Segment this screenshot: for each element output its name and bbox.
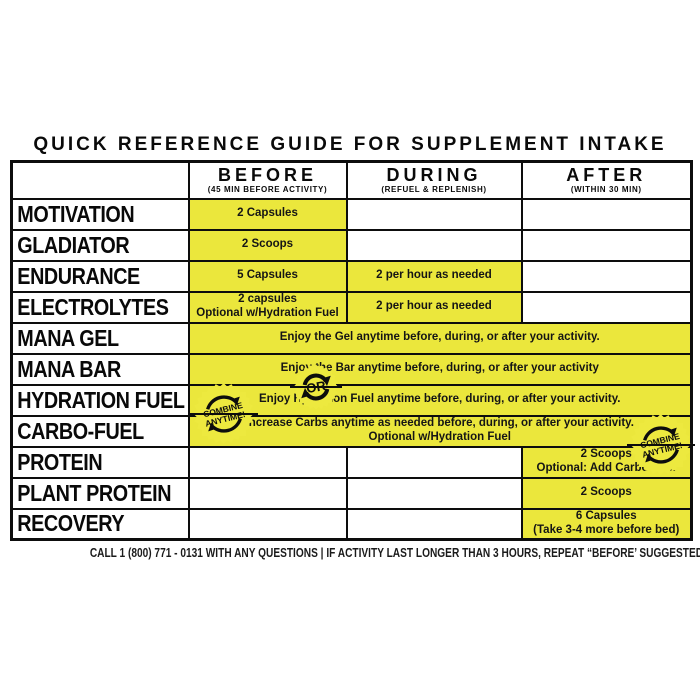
cell-text: (Take 3-4 more before bed) — [533, 523, 680, 536]
cell-text: 2 Scoops — [241, 238, 294, 251]
combine-anytime-badge-right: COMBINE ANYTIME! — [627, 414, 695, 476]
cell-after: 2 Scoops — [520, 476, 693, 510]
col-header-before: BEFORE (45 MIN BEFORE ACTIVITY) — [187, 160, 348, 200]
row-label-text: HYDRATION FUEL — [17, 386, 185, 413]
or-badge: OR — [290, 364, 342, 410]
row-plant-protein: PLANT PROTEIN 2 Scoops — [10, 476, 693, 510]
row-label-text: MANA GEL — [17, 324, 119, 351]
cell-during — [345, 507, 523, 541]
row-label-text: ENDURANCE — [17, 262, 140, 289]
row-label: ELECTROLYTES — [10, 290, 190, 324]
row-label-text: MANA BAR — [17, 355, 121, 382]
corner-cell — [10, 160, 190, 200]
row-electrolytes: ELECTROLYTES 2 capsules Optional w/Hydra… — [10, 290, 693, 324]
col-sub-before: (45 MIN BEFORE ACTIVITY) — [207, 185, 328, 195]
footer-note-text: CALL 1 (800) 771 - 0131 WITH ANY QUESTIO… — [89, 545, 700, 560]
cell-before: 2 Capsules — [187, 197, 348, 231]
cell-during — [345, 228, 523, 262]
cell-during — [345, 445, 523, 479]
row-label-text: PROTEIN — [17, 448, 103, 475]
row-label: ENDURANCE — [10, 259, 190, 293]
cell-before — [187, 476, 348, 510]
row-gladiator: GLADIATOR 2 Scoops — [10, 228, 693, 262]
supplement-table-wrap: BEFORE (45 MIN BEFORE ACTIVITY) DURING (… — [10, 160, 695, 541]
cell-after — [520, 228, 693, 262]
footer-note: CALL 1 (800) 771 - 0131 WITH ANY QUESTIO… — [0, 544, 700, 562]
row-label: PLANT PROTEIN — [10, 476, 190, 510]
cell-text: 2 capsules — [238, 293, 297, 306]
col-label-during: DURING — [386, 165, 482, 186]
row-label-text: GLADIATOR — [17, 231, 130, 258]
row-hydration-fuel: HYDRATION FUEL Enjoy Hydration Fuel anyt… — [10, 383, 693, 417]
or-badge-label: OR — [305, 378, 327, 396]
circular-arrows-icon: COMBINE ANYTIME! — [639, 426, 684, 464]
cell-during: 2 per hour as needed — [345, 259, 523, 293]
row-label: MANA BAR — [10, 352, 190, 386]
cell-text: Optional w/Hydration Fuel — [368, 431, 511, 443]
combine-anytime-badge-left: COMBINE ANYTIME! — [190, 383, 258, 445]
cell-text: 5 Capsules — [237, 269, 298, 282]
row-label-text: MOTIVATION — [17, 200, 135, 227]
row-label: MOTIVATION — [10, 197, 190, 231]
col-sub-after: (WITHIN 30 MIN) — [570, 185, 642, 195]
row-motivation: MOTIVATION 2 Capsules — [10, 197, 693, 231]
cell-before — [187, 445, 348, 479]
col-header-during: DURING (REFUEL & REPLENISH) — [345, 160, 523, 200]
row-label: MANA GEL — [10, 321, 190, 355]
cell-after — [520, 290, 693, 324]
row-label: CARBO-FUEL — [10, 414, 190, 448]
row-label-text: RECOVERY — [17, 510, 125, 537]
cell-text: Enjoy the Bar anytime before, during, or… — [280, 362, 599, 375]
cell-anytime: Enjoy the Bar anytime before, during, or… — [187, 352, 693, 386]
row-protein: PROTEIN 2 Scoops Optional: Add Carbo-Fue… — [10, 445, 693, 479]
row-recovery: RECOVERY 6 Capsules (Take 3-4 more befor… — [10, 507, 693, 541]
row-label-text: PLANT PROTEIN — [17, 479, 172, 506]
cell-before: 5 Capsules — [187, 259, 348, 293]
page-title: QUICK REFERENCE GUIDE FOR SUPPLEMENT INT… — [33, 134, 667, 155]
cell-anytime: Enjoy Hydration Fuel anytime before, dur… — [187, 383, 693, 417]
row-carbo-fuel: CARBO-FUEL Increase Carbs anytime as nee… — [10, 414, 693, 448]
cell-after: 6 Capsules (Take 3-4 more before bed) — [520, 507, 693, 541]
cell-text: 2 Scoops — [580, 486, 632, 499]
cell-during — [345, 476, 523, 510]
row-label-text: CARBO-FUEL — [17, 417, 144, 444]
row-mana-bar: MANA BAR Enjoy the Bar anytime before, d… — [10, 352, 693, 386]
cell-text: 2 Capsules — [237, 207, 298, 220]
col-label-before: BEFORE — [217, 165, 317, 186]
cell-before — [187, 507, 348, 541]
col-label-after: AFTER — [566, 165, 647, 186]
cell-text: 2 per hour as needed — [376, 269, 492, 282]
circular-arrows-icon: COMBINE ANYTIME! — [202, 395, 247, 433]
cell-anytime: Increase Carbs anytime as needed before,… — [187, 414, 693, 448]
col-sub-during: (REFUEL & REPLENISH) — [381, 185, 487, 195]
row-endurance: ENDURANCE 5 Capsules 2 per hour as neede… — [10, 259, 693, 293]
cell-text: Optional w/Hydration Fuel — [196, 307, 339, 319]
row-label: RECOVERY — [10, 507, 190, 541]
cell-after — [520, 197, 693, 231]
row-mana-gel: MANA GEL Enjoy the Gel anytime before, d… — [10, 321, 693, 355]
cell-text: Increase Carbs anytime as needed before,… — [245, 417, 634, 430]
cell-text: 6 Capsules — [575, 510, 637, 523]
supplement-table: BEFORE (45 MIN BEFORE ACTIVITY) DURING (… — [10, 160, 693, 541]
cell-before: 2 capsules Optional w/Hydration Fuel — [187, 290, 348, 324]
row-label-text: ELECTROLYTES — [17, 293, 169, 320]
cell-during — [345, 197, 523, 231]
grid-line-through-badge — [190, 413, 258, 415]
row-label: GLADIATOR — [10, 228, 190, 262]
row-label: HYDRATION FUEL — [10, 383, 190, 417]
cell-text: Enjoy Hydration Fuel anytime before, dur… — [259, 393, 621, 406]
cell-during: 2 per hour as needed — [345, 290, 523, 324]
cell-after — [520, 259, 693, 293]
cell-before: 2 Scoops — [187, 228, 348, 262]
cell-anytime: Enjoy the Gel anytime before, during, or… — [187, 321, 693, 355]
cell-text: 2 per hour as needed — [376, 300, 492, 313]
col-header-after: AFTER (WITHIN 30 MIN) — [520, 160, 693, 200]
circular-arrows-icon: OR — [301, 373, 331, 401]
grid-line-through-badge — [627, 444, 695, 446]
grid-line-through-badge — [290, 386, 342, 388]
cell-text: Enjoy the Gel anytime before, during, or… — [279, 331, 600, 344]
row-label: PROTEIN — [10, 445, 190, 479]
header-row: BEFORE (45 MIN BEFORE ACTIVITY) DURING (… — [10, 160, 693, 200]
